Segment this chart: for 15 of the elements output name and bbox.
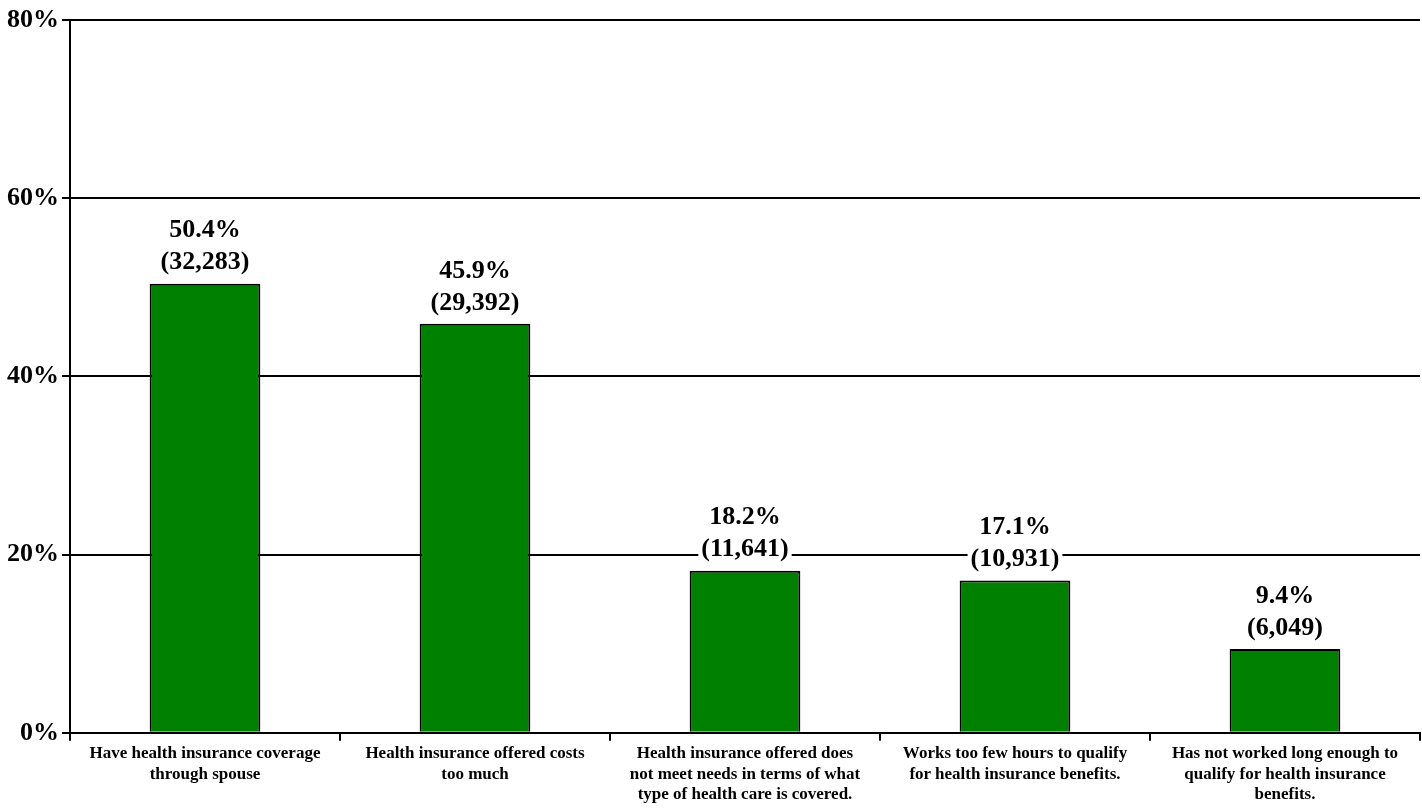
x-tick-label: Works too few hours to qualify for health insurance benefits. (902, 743, 1128, 783)
data-label: 45.9% (29,392) (430, 254, 520, 316)
x-tick-label: Health insurance offered does not meet needs in terms of what type of health care is covered. (629, 743, 861, 804)
data-label: 17.1% (10,931) (970, 511, 1060, 573)
y-tick-label: 40% (7, 360, 59, 390)
x-tick-label: Has not worked long enough to qualify for health insurance benefits. (1171, 743, 1399, 804)
y-tick-label: 60% (7, 181, 59, 211)
data-label: 18.2% (11,641) (701, 501, 789, 563)
y-tick-label: 20% (7, 538, 59, 568)
x-tick-label: Have health insurance coverage through spouse (89, 743, 321, 783)
data-label: 50.4% (32,283) (160, 214, 250, 276)
data-label: 9.4% (6,049) (1247, 579, 1323, 641)
x-tick-label: Health insurance offered costs too much (365, 743, 585, 783)
y-tick-label: 80% (7, 3, 59, 33)
y-tick-label: 0% (20, 716, 59, 746)
